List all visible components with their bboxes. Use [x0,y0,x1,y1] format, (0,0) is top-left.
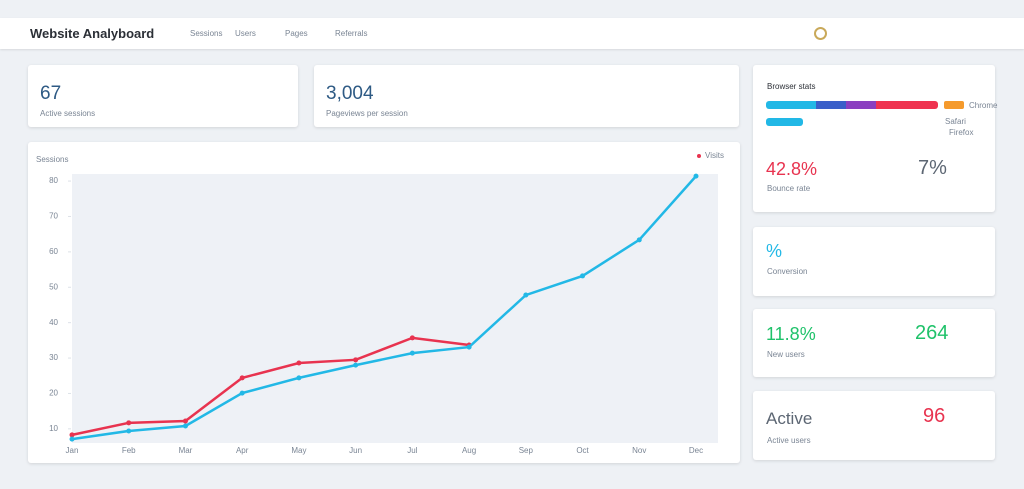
bar-segment [944,101,964,109]
data-point [182,423,188,429]
x-tick-label: Apr [236,446,249,455]
x-tick-label: Dec [689,446,703,455]
stat-caption: New users [767,350,805,359]
x-tick-label: Oct [576,446,589,455]
kpi-value: 67 [40,83,62,104]
data-point [523,292,529,298]
icon[interactable] [814,27,827,40]
stat-caption: Conversion [767,267,808,276]
legend-label: Visits [705,151,724,160]
stat-value: 96 [923,405,946,427]
stat-caption: Active users [767,436,811,445]
nav-item[interactable]: Sessions [190,29,223,38]
chart-title: Sessions [36,155,68,164]
stat-value: % [766,241,783,261]
x-tick-label: Mar [179,446,193,455]
data-point [409,335,415,341]
data-point [182,418,188,424]
x-tick-label: Jul [407,446,417,455]
legend-label: Firefox [949,128,974,137]
browser-card: Browser stats Chrome Safari Firefox 42.8… [753,65,998,212]
data-point [239,390,245,396]
x-tick-label: Feb [122,446,136,455]
data-point [353,357,359,363]
x-tick-label: Sep [519,446,534,455]
data-point [353,362,359,368]
stat-caption: Bounce rate [767,184,811,193]
y-tick-label: 60 [49,247,58,256]
stat-value: 11.8% [766,324,816,344]
stat-card: Active 96 Active users [753,391,995,460]
data-point [69,436,75,442]
card-title: Browser stats [767,82,816,91]
data-point [636,237,642,243]
kpi-value: 3,004 [326,83,374,104]
bar-segment [766,101,816,109]
x-tick-label: Jun [349,446,362,455]
y-tick-label: 70 [49,212,58,221]
top-bar: Website Analyboard Sessions Users Pages … [0,18,1024,49]
nav-item[interactable]: Referrals [335,29,368,38]
x-tick-label: Aug [462,446,476,455]
y-tick-label: 50 [49,282,58,291]
data-point [296,360,302,366]
bar-segment [816,101,846,109]
legend-marker [697,154,701,158]
nav-item[interactable]: Users [235,29,256,38]
chart: Sessions Visits 10 20 30 40 50 60 70 80 Jan Feb Ma… [36,151,724,455]
kpi-label: Active sessions [40,109,96,118]
app-title: Website Analyboard [30,26,155,41]
stat-card: 11.8% 264 New users [753,309,995,377]
kpi-card: 67 Active sessions [28,65,298,127]
stat-value: Active [766,409,813,428]
bar-segment [876,101,938,109]
stat-value: 7% [918,157,947,179]
x-tick-label: Nov [632,446,646,455]
y-tick-label: 40 [49,318,58,327]
y-tick-label: 80 [49,176,58,185]
nav-item[interactable]: Pages [285,29,308,38]
plot-area [72,174,718,443]
data-point [69,432,75,438]
series-line [71,175,697,441]
data-point [126,428,132,434]
stat-value: 264 [915,322,949,344]
y-tick-label: 30 [49,353,58,362]
stat-value: 42.8% [766,159,818,179]
data-point [693,173,699,179]
data-point [126,420,132,426]
stat-card: % Conversion [753,227,995,296]
series-line [71,336,470,437]
y-tick-label: 20 [49,389,58,398]
x-tick-label: May [291,446,306,455]
data-point [409,350,415,356]
kpi-label: Pageviews per session [326,109,408,118]
legend-label: Chrome [969,101,998,110]
bar-segment [846,101,876,109]
legend-label: Safari [945,117,966,126]
y-tick-label: 10 [49,424,58,433]
x-tick-label: Jan [66,446,79,455]
kpi-card: 3,004 Pageviews per session [314,65,739,127]
chart-card: Sessions Visits 10 20 30 40 50 60 70 80 Jan Feb Ma… [28,142,740,463]
data-point [580,273,586,279]
data-point [296,375,302,381]
data-point [466,344,472,350]
bar-segment [766,118,803,126]
data-point [239,375,245,381]
